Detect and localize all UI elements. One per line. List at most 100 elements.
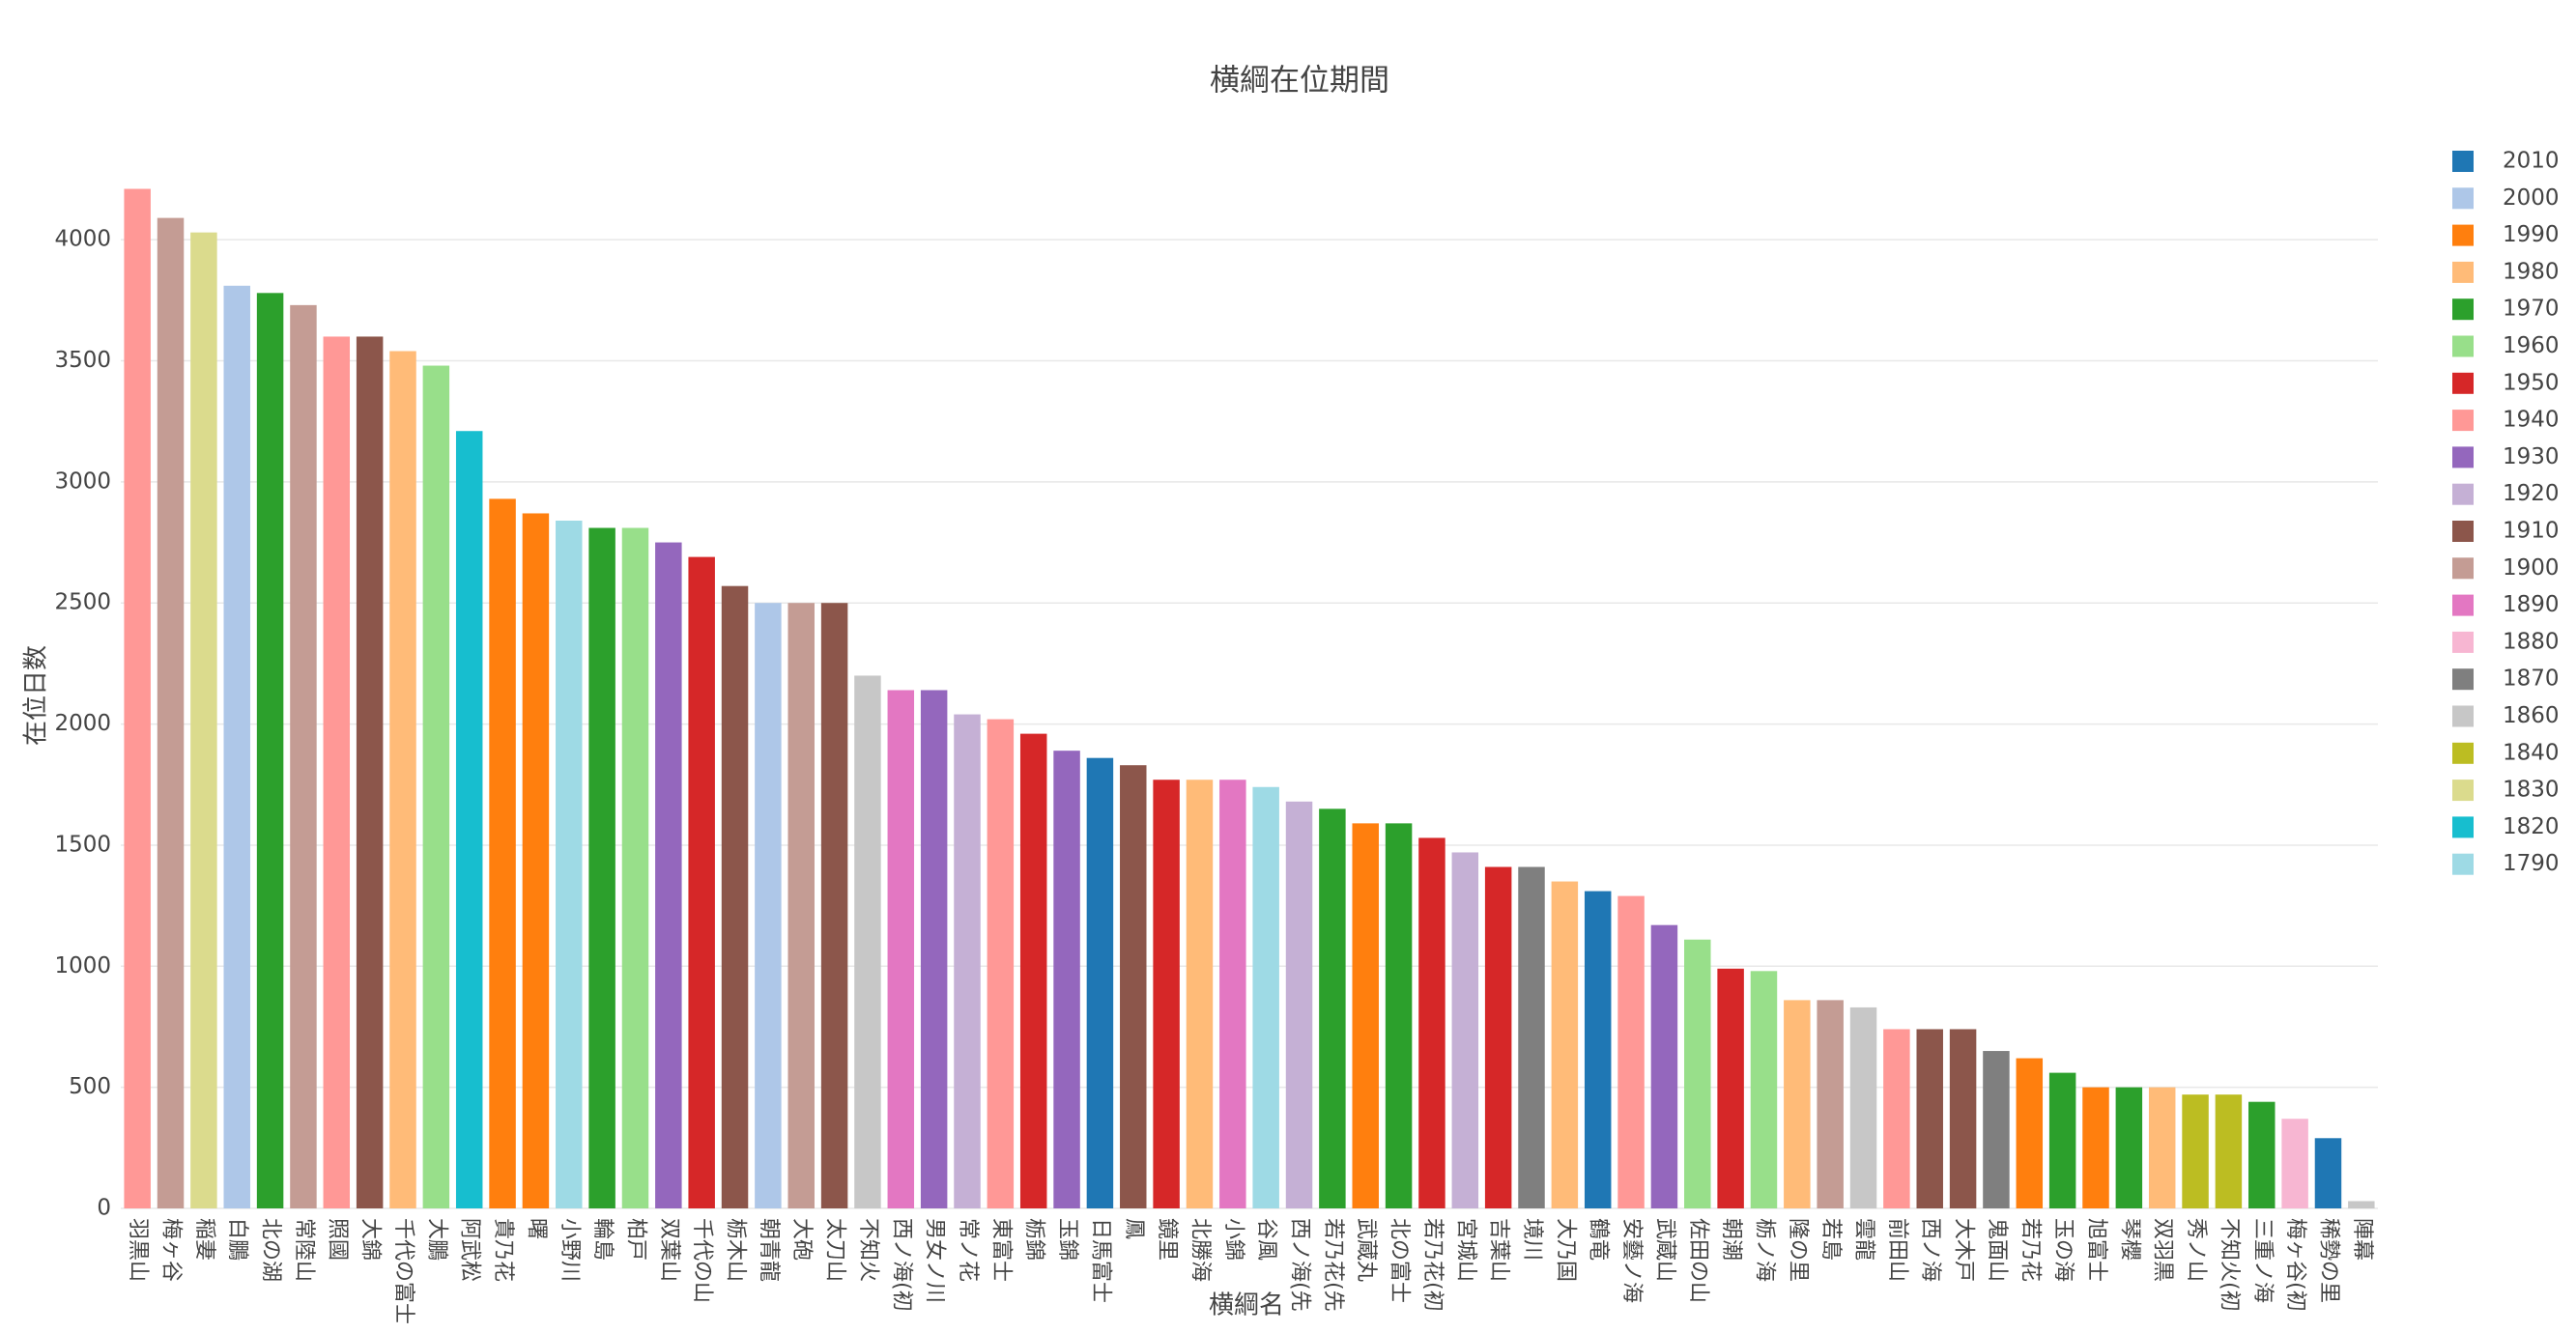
legend-label: 1790: [2503, 851, 2560, 876]
x-tick-label: 雲龍: [1852, 1218, 1876, 1261]
bar: [389, 351, 416, 1209]
bar: [588, 527, 615, 1208]
x-tick-label: 稀勢の里: [2316, 1218, 2340, 1303]
x-tick-label: 朝潮: [1719, 1218, 1743, 1261]
x-tick-label: 若乃花(先: [1321, 1218, 1345, 1312]
legend-label: 1970: [2503, 297, 2560, 322]
bar: [2048, 1072, 2076, 1208]
bar: [820, 603, 848, 1208]
x-tick-label: 西ノ海(先: [1288, 1218, 1312, 1312]
bar: [190, 232, 217, 1209]
legend-swatch: [2452, 261, 2474, 283]
x-tick-label: 不知火(初: [2217, 1218, 2241, 1312]
legend-label: 1920: [2503, 481, 2560, 506]
bar: [1949, 1029, 1977, 1208]
bar: [787, 603, 815, 1208]
bar: [2182, 1094, 2209, 1208]
y-tick-label: 500: [69, 1074, 111, 1099]
bar: [1319, 808, 1346, 1208]
x-tick-label: 隆の里: [1786, 1218, 1810, 1282]
legend-label: 1820: [2503, 814, 2560, 839]
bar: [987, 719, 1015, 1208]
bar: [1849, 1007, 1877, 1208]
legend-swatch: [2452, 816, 2474, 838]
legend-label: 1860: [2503, 703, 2560, 728]
bar: [290, 304, 317, 1208]
bar: [2215, 1094, 2243, 1208]
legend-swatch: [2452, 298, 2474, 321]
x-tick-label: 鳳: [1122, 1218, 1146, 1239]
x-tick-label: 千代の富士: [391, 1218, 415, 1324]
bar: [1584, 891, 1612, 1208]
bar: [489, 498, 516, 1208]
legend-swatch: [2452, 372, 2474, 394]
x-tick-label: 曙: [524, 1218, 548, 1239]
x-tick-label: 輪島: [590, 1218, 615, 1261]
x-tick-label: 小錦: [1221, 1218, 1245, 1261]
x-tick-label: 若乃花: [2018, 1218, 2042, 1282]
x-tick-label: 陣幕: [2350, 1218, 2374, 1261]
y-tick-label: 3500: [54, 348, 111, 373]
bar: [1451, 852, 1479, 1208]
x-tick-label: 日馬富士: [1088, 1218, 1112, 1303]
bar: [920, 690, 948, 1208]
bar: [2281, 1119, 2308, 1208]
bar: [2148, 1087, 2176, 1208]
bar: [2314, 1138, 2342, 1208]
bar: [157, 217, 185, 1209]
x-tick-label: 鶴竜: [1587, 1218, 1611, 1261]
x-tick-label: 武蔵山: [1652, 1218, 1676, 1282]
x-tick-label: 常陸山: [292, 1218, 316, 1282]
x-tick-label: 栃錦: [1022, 1218, 1046, 1261]
bar: [655, 542, 682, 1208]
x-tick-label: 秀ノ山: [2184, 1218, 2208, 1282]
bar: [1053, 751, 1080, 1208]
legend-label: 1990: [2503, 222, 2560, 247]
y-tick-label: 0: [97, 1196, 111, 1221]
bar: [2082, 1087, 2109, 1208]
x-tick-label: 東富士: [988, 1218, 1013, 1282]
y-tick-label: 3000: [54, 468, 111, 494]
bar: [688, 556, 715, 1208]
bar: [422, 365, 450, 1209]
bar: [2115, 1087, 2143, 1208]
x-tick-label: 武蔵丸: [1354, 1218, 1378, 1282]
legend-label: 1870: [2503, 666, 2560, 692]
legend-label: 1950: [2503, 370, 2560, 395]
x-tick-label: 栃ノ海: [1752, 1218, 1776, 1282]
legend-swatch: [2452, 335, 2474, 357]
bar: [755, 603, 782, 1208]
x-tick-label: 鬼面山: [1985, 1218, 2009, 1282]
x-tick-label: 男女ノ川: [923, 1218, 947, 1303]
bar: [1717, 968, 1744, 1208]
x-tick-label: 若乃花(初: [1420, 1218, 1445, 1312]
bar: [556, 520, 583, 1208]
bar: [1684, 939, 1711, 1208]
bar: [1551, 881, 1579, 1208]
x-tick-label: 安藝ノ海: [1619, 1218, 1644, 1303]
x-tick-label: 常ノ花: [956, 1218, 980, 1282]
legend-swatch: [2452, 668, 2474, 691]
legend-label: 1910: [2503, 519, 2560, 544]
legend-swatch: [2452, 151, 2474, 172]
legend-swatch: [2452, 483, 2474, 505]
x-tick-label: 小野川: [558, 1218, 582, 1282]
legend-label: 1840: [2503, 740, 2560, 765]
x-tick-label: 北勝海: [1188, 1218, 1212, 1282]
y-tick-label: 1500: [54, 832, 111, 857]
bar: [1219, 780, 1246, 1208]
legend-swatch: [2452, 557, 2474, 580]
bar: [1518, 866, 1545, 1208]
x-tick-label: 前田山: [1885, 1218, 1909, 1282]
y-tick-label: 2000: [54, 711, 111, 736]
legend-label: 1960: [2503, 333, 2560, 358]
x-tick-label: 千代の山: [690, 1218, 714, 1303]
bar: [1750, 971, 1778, 1208]
x-tick-label: 玉錦: [1055, 1218, 1079, 1261]
bar: [1983, 1051, 2010, 1208]
bar: [1186, 780, 1214, 1208]
x-tick-label: 白鵬: [225, 1218, 249, 1261]
y-tick-label: 4000: [54, 227, 111, 252]
legend-label: 1940: [2503, 408, 2560, 433]
